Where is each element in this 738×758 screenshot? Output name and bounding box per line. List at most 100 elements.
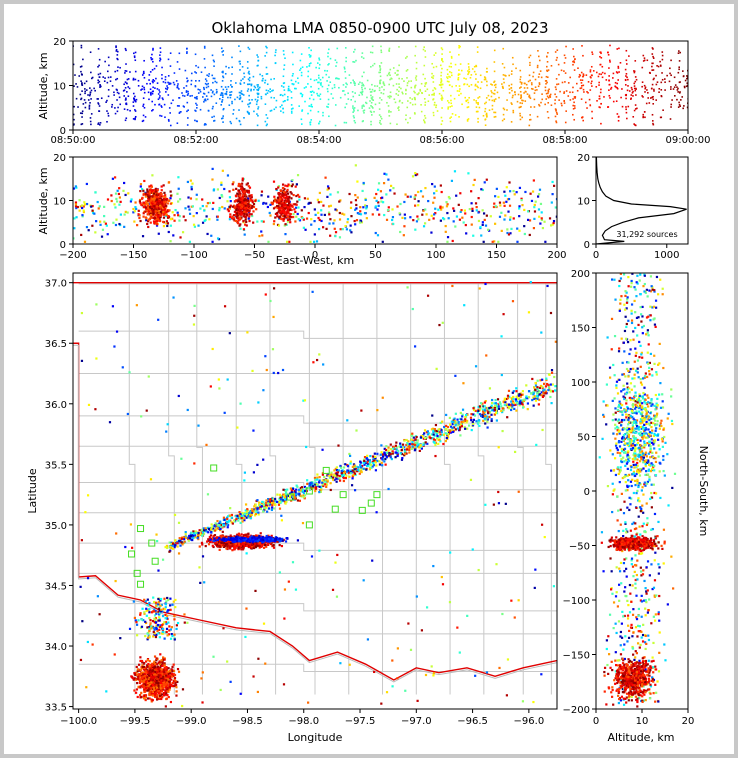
lma-source-point: [362, 461, 365, 464]
lma-source-point: [547, 116, 550, 119]
lma-source-point: [246, 90, 249, 92]
lma-source-point: [321, 473, 325, 476]
lma-source-point: [677, 52, 680, 54]
lma-source-point: [366, 96, 368, 99]
lma-source-point: [533, 106, 536, 108]
lma-source-point: [440, 116, 443, 119]
lma-source-point: [398, 64, 400, 67]
lma-source-point: [626, 76, 628, 79]
lma-source-point: [446, 236, 450, 239]
lma-source-point: [256, 64, 259, 67]
lma-source-point: [454, 114, 457, 116]
county-boundary: [78, 603, 557, 612]
lma-source-point: [459, 423, 463, 426]
lma-source-point: [389, 68, 392, 71]
lma-source-point: [584, 101, 587, 104]
lma-source-point: [458, 73, 461, 76]
lma-source-point: [441, 217, 445, 220]
lma-source-point: [265, 114, 268, 116]
lma-source-point: [411, 441, 414, 444]
lma-source-point: [516, 227, 519, 230]
lma-source-point: [91, 209, 94, 212]
lma-source-point: [128, 371, 131, 374]
lma-source-point: [280, 207, 283, 210]
lma-source-point: [416, 699, 419, 702]
lma-source-point: [167, 94, 170, 96]
lma-source-point: [417, 204, 420, 207]
lma-source-point: [390, 95, 392, 98]
lma-source-point: [360, 56, 363, 58]
lma-source-point: [315, 358, 319, 362]
lma-source-point: [339, 228, 342, 231]
lma-source-point: [254, 98, 257, 101]
lma-source-point: [447, 195, 451, 199]
lma-source-point: [371, 213, 374, 216]
lma-source-point: [395, 448, 398, 451]
lma-source-point: [359, 464, 362, 467]
lma-source-point: [534, 86, 537, 89]
lma-source-point: [176, 211, 179, 214]
lma-source-point: [306, 66, 308, 68]
lma-source-point: [484, 282, 487, 286]
lma-source-point: [424, 90, 427, 92]
lma-source-point: [353, 469, 356, 472]
lma-source-point: [442, 89, 445, 92]
lma-source-point: [229, 120, 232, 123]
lma-source-point: [549, 94, 551, 97]
lma-source-point: [418, 449, 421, 453]
lma-source-point: [450, 179, 454, 182]
lma-source-point: [389, 456, 392, 459]
lma-source-point: [632, 116, 635, 118]
lma-source-point: [377, 188, 380, 191]
lma-source-point: [144, 193, 148, 196]
lma-source-point: [373, 62, 376, 65]
lma-source-point: [80, 46, 83, 49]
lma-source-point: [183, 95, 186, 97]
lma-source-point: [245, 198, 248, 201]
lma-source-point: [422, 48, 425, 51]
lma-source-point: [509, 216, 512, 219]
lma-source-point: [614, 85, 617, 88]
lma-source-point: [355, 203, 358, 207]
lma-source-point: [446, 76, 448, 78]
lma-source-point: [131, 546, 134, 549]
lma-source-point: [257, 511, 260, 514]
lma-source-point: [405, 93, 407, 95]
lma-source-point: [355, 59, 357, 62]
lma-source-point: [477, 197, 480, 200]
lma-source-point: [409, 97, 411, 99]
lma-source-point: [189, 95, 192, 97]
lma-source-point: [534, 389, 537, 392]
lma-source-point: [203, 58, 206, 60]
lma-source-point: [148, 98, 150, 101]
lma-source-point: [371, 559, 374, 562]
lma-source-point: [244, 202, 247, 205]
lma-source-point: [290, 104, 293, 106]
lma-source-point: [281, 187, 285, 190]
lma-source-point: [198, 79, 201, 82]
lma-source-point: [204, 78, 207, 80]
lma-source-point: [241, 179, 244, 182]
lma-source-point: [540, 394, 543, 397]
lma-source-point: [518, 229, 521, 232]
lma-source-point: [200, 677, 203, 680]
lma-source-point: [477, 102, 479, 104]
lma-source-point: [139, 189, 142, 193]
lma-source-point: [452, 426, 456, 429]
lma-source-point: [189, 533, 192, 536]
figure-title: Oklahoma LMA 0850-0900 UTC July 08, 2023: [211, 19, 548, 37]
lma-source-point: [498, 407, 501, 410]
lma-source-point: [477, 97, 479, 99]
lma-source-point: [141, 204, 144, 207]
lma-source-point: [316, 478, 319, 481]
lma-source-point: [420, 629, 424, 632]
lma-source-point: [475, 206, 478, 209]
lma-source-point: [257, 85, 259, 88]
lma-source-point: [227, 96, 229, 99]
lma-source-point: [416, 441, 419, 445]
lma-source-point: [396, 88, 398, 91]
lma-source-point: [599, 91, 602, 94]
lma-source-point: [401, 446, 405, 449]
lma-source-point: [221, 117, 224, 119]
lma-source-point: [137, 209, 140, 212]
